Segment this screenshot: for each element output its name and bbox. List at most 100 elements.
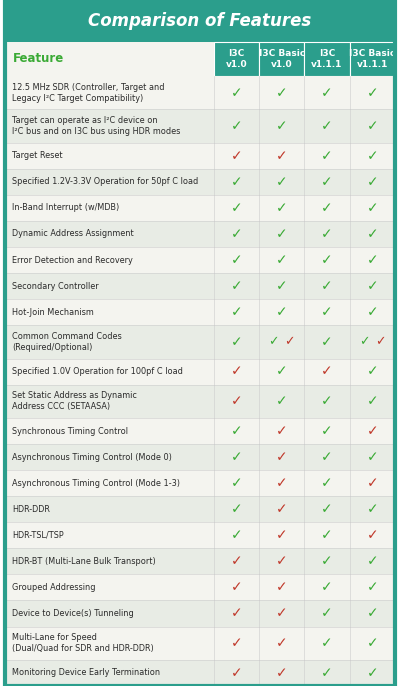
FancyBboxPatch shape bbox=[259, 169, 304, 195]
FancyBboxPatch shape bbox=[259, 325, 304, 359]
FancyBboxPatch shape bbox=[214, 444, 259, 470]
Text: ✓: ✓ bbox=[366, 606, 378, 621]
Text: ✓: ✓ bbox=[321, 279, 333, 293]
Text: ✓: ✓ bbox=[366, 201, 378, 215]
Text: Synchronous Timing Control: Synchronous Timing Control bbox=[12, 427, 128, 436]
FancyBboxPatch shape bbox=[259, 247, 304, 273]
FancyBboxPatch shape bbox=[350, 470, 395, 496]
FancyBboxPatch shape bbox=[259, 359, 304, 385]
FancyBboxPatch shape bbox=[304, 221, 350, 247]
FancyBboxPatch shape bbox=[259, 143, 304, 169]
Text: ✓: ✓ bbox=[366, 279, 378, 293]
Text: ✓: ✓ bbox=[230, 119, 242, 133]
FancyBboxPatch shape bbox=[214, 385, 259, 418]
Text: ✓: ✓ bbox=[230, 305, 242, 319]
Text: I3C Basic
v1.0: I3C Basic v1.0 bbox=[258, 49, 305, 69]
FancyBboxPatch shape bbox=[304, 325, 350, 359]
Text: ✓: ✓ bbox=[321, 227, 333, 241]
Text: ✓: ✓ bbox=[230, 149, 242, 163]
FancyBboxPatch shape bbox=[214, 574, 259, 600]
FancyBboxPatch shape bbox=[350, 76, 395, 109]
Text: ✓: ✓ bbox=[321, 394, 333, 408]
FancyBboxPatch shape bbox=[259, 496, 304, 522]
Text: ✓: ✓ bbox=[359, 335, 370, 348]
FancyBboxPatch shape bbox=[214, 470, 259, 496]
Text: ✓: ✓ bbox=[276, 394, 288, 408]
Text: ✓: ✓ bbox=[321, 666, 333, 680]
FancyBboxPatch shape bbox=[5, 359, 214, 385]
FancyBboxPatch shape bbox=[214, 660, 259, 686]
Text: ✓: ✓ bbox=[375, 335, 386, 348]
Text: Monitoring Device Early Termination: Monitoring Device Early Termination bbox=[12, 668, 160, 678]
Text: ✓: ✓ bbox=[366, 305, 378, 319]
Text: ✓: ✓ bbox=[321, 554, 333, 569]
Text: ✓: ✓ bbox=[321, 424, 333, 438]
Text: ✓: ✓ bbox=[230, 253, 242, 267]
FancyBboxPatch shape bbox=[350, 42, 395, 76]
FancyBboxPatch shape bbox=[259, 76, 304, 109]
Text: ✓: ✓ bbox=[321, 305, 333, 319]
FancyBboxPatch shape bbox=[5, 76, 214, 109]
FancyBboxPatch shape bbox=[214, 418, 259, 444]
FancyBboxPatch shape bbox=[350, 600, 395, 626]
Text: ✓: ✓ bbox=[321, 365, 333, 379]
Text: ✓: ✓ bbox=[321, 175, 333, 189]
Text: I3C Basic
v1.1.1: I3C Basic v1.1.1 bbox=[349, 49, 396, 69]
FancyBboxPatch shape bbox=[214, 109, 259, 143]
FancyBboxPatch shape bbox=[259, 470, 304, 496]
Text: ✓: ✓ bbox=[366, 394, 378, 408]
Text: ✓: ✓ bbox=[230, 86, 242, 99]
FancyBboxPatch shape bbox=[350, 496, 395, 522]
FancyBboxPatch shape bbox=[214, 548, 259, 574]
Text: ✓: ✓ bbox=[321, 636, 333, 650]
FancyBboxPatch shape bbox=[214, 600, 259, 626]
Text: ✓: ✓ bbox=[276, 149, 288, 163]
Text: ✓: ✓ bbox=[321, 580, 333, 595]
FancyBboxPatch shape bbox=[350, 221, 395, 247]
FancyBboxPatch shape bbox=[5, 385, 214, 418]
Text: Specified 1.0V Operation for 100pf C load: Specified 1.0V Operation for 100pf C loa… bbox=[12, 367, 183, 376]
FancyBboxPatch shape bbox=[304, 660, 350, 686]
FancyBboxPatch shape bbox=[5, 600, 214, 626]
Text: ✓: ✓ bbox=[230, 502, 242, 517]
Text: ✓: ✓ bbox=[366, 424, 378, 438]
FancyBboxPatch shape bbox=[214, 522, 259, 548]
Text: ✓: ✓ bbox=[230, 394, 242, 408]
Text: ✓: ✓ bbox=[230, 666, 242, 680]
FancyBboxPatch shape bbox=[259, 600, 304, 626]
FancyBboxPatch shape bbox=[214, 325, 259, 359]
FancyBboxPatch shape bbox=[350, 143, 395, 169]
Text: Asynchronous Timing Control (Mode 1-3): Asynchronous Timing Control (Mode 1-3) bbox=[12, 479, 180, 488]
FancyBboxPatch shape bbox=[304, 359, 350, 385]
Text: ✓: ✓ bbox=[230, 365, 242, 379]
Text: ✓: ✓ bbox=[276, 528, 288, 543]
FancyBboxPatch shape bbox=[5, 42, 214, 76]
Text: ✓: ✓ bbox=[366, 253, 378, 267]
FancyBboxPatch shape bbox=[350, 169, 395, 195]
FancyBboxPatch shape bbox=[259, 195, 304, 221]
FancyBboxPatch shape bbox=[304, 247, 350, 273]
Text: ✓: ✓ bbox=[366, 119, 378, 133]
FancyBboxPatch shape bbox=[5, 109, 214, 143]
FancyBboxPatch shape bbox=[214, 143, 259, 169]
Text: ✓: ✓ bbox=[366, 365, 378, 379]
Text: I3C
v1.0: I3C v1.0 bbox=[226, 49, 247, 69]
Text: ✓: ✓ bbox=[366, 528, 378, 543]
Text: ✓: ✓ bbox=[321, 201, 333, 215]
Text: Secondary Controller: Secondary Controller bbox=[12, 282, 99, 291]
FancyBboxPatch shape bbox=[304, 470, 350, 496]
Text: In-Band Interrupt (w/MDB): In-Band Interrupt (w/MDB) bbox=[12, 204, 119, 213]
Text: Device to Device(s) Tunneling: Device to Device(s) Tunneling bbox=[12, 609, 134, 618]
FancyBboxPatch shape bbox=[259, 574, 304, 600]
Text: ✓: ✓ bbox=[366, 666, 378, 680]
Text: ✓: ✓ bbox=[276, 86, 288, 99]
FancyBboxPatch shape bbox=[304, 626, 350, 660]
FancyBboxPatch shape bbox=[304, 195, 350, 221]
FancyBboxPatch shape bbox=[5, 221, 214, 247]
FancyBboxPatch shape bbox=[304, 444, 350, 470]
Text: ✓: ✓ bbox=[276, 365, 288, 379]
FancyBboxPatch shape bbox=[5, 626, 214, 660]
Text: 12.5 MHz SDR (Controller, Target and
Legacy I²C Target Compatibility): 12.5 MHz SDR (Controller, Target and Leg… bbox=[12, 82, 164, 103]
FancyBboxPatch shape bbox=[350, 444, 395, 470]
Text: ✓: ✓ bbox=[366, 636, 378, 650]
